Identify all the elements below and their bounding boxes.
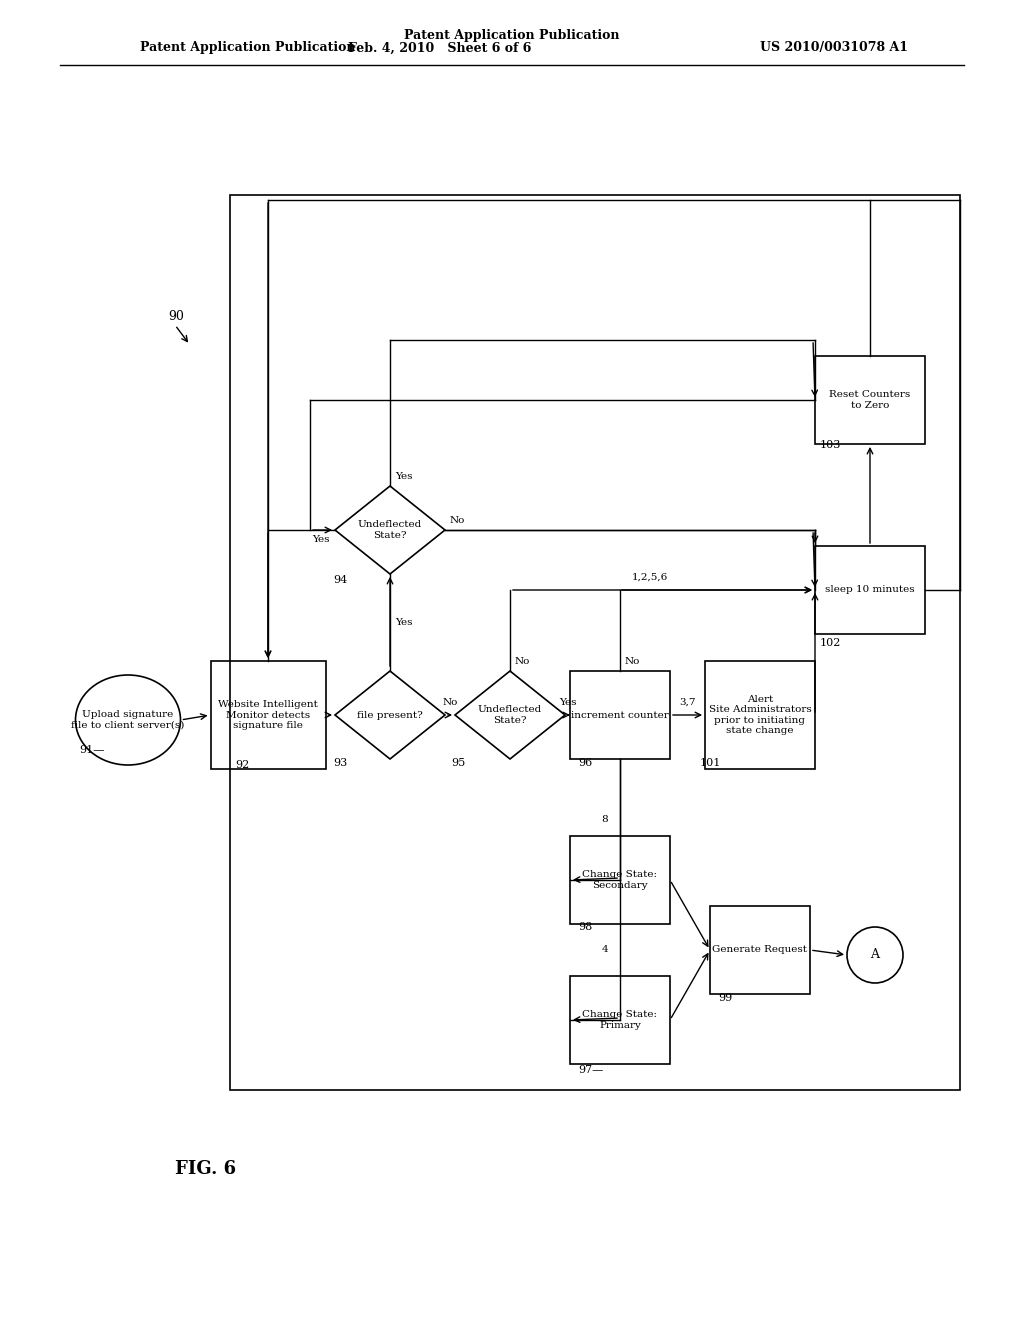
Text: 4: 4	[601, 945, 608, 954]
Text: 96: 96	[578, 758, 592, 768]
Text: 102: 102	[820, 638, 842, 648]
Text: No: No	[450, 516, 465, 525]
Text: No: No	[442, 698, 458, 708]
Bar	[230, 195, 961, 1090]
Text: 3,7: 3,7	[679, 698, 695, 708]
Text: 97—: 97—	[578, 1065, 603, 1074]
Text: Website Intelligent
Monitor detects
signature file: Website Intelligent Monitor detects sign…	[218, 700, 317, 730]
Text: Change State:
Secondary: Change State: Secondary	[583, 870, 657, 890]
Text: 98: 98	[578, 921, 592, 932]
Text: No: No	[515, 657, 530, 667]
Text: 91—: 91—	[80, 744, 105, 755]
Text: Patent Application Publication: Patent Application Publication	[140, 41, 355, 54]
Text: Yes: Yes	[312, 535, 330, 544]
Text: file present?: file present?	[357, 710, 423, 719]
Text: 99: 99	[718, 993, 732, 1003]
Text: FIG. 6: FIG. 6	[175, 1160, 237, 1177]
Bar	[211, 661, 326, 770]
Text: Yes: Yes	[395, 618, 413, 627]
Text: Undeflected
State?: Undeflected State?	[357, 520, 422, 540]
Text: sleep 10 minutes: sleep 10 minutes	[825, 586, 914, 594]
Text: 94: 94	[334, 576, 348, 585]
Text: 93: 93	[334, 758, 348, 768]
Bar	[570, 975, 670, 1064]
Text: 101: 101	[700, 758, 721, 768]
Text: No: No	[625, 657, 640, 667]
Text: increment counter: increment counter	[571, 710, 669, 719]
Polygon shape	[455, 671, 565, 759]
Text: 92: 92	[234, 760, 249, 770]
Text: Feb. 4, 2010   Sheet 6 of 6: Feb. 4, 2010 Sheet 6 of 6	[348, 41, 531, 54]
Polygon shape	[335, 671, 445, 759]
Bar	[570, 671, 670, 759]
Text: Yes: Yes	[395, 473, 413, 480]
Text: 8: 8	[601, 814, 608, 824]
Ellipse shape	[76, 675, 180, 766]
Text: 1,2,5,6: 1,2,5,6	[632, 573, 669, 582]
Bar	[815, 546, 925, 634]
Bar	[815, 356, 925, 444]
Text: Patent Application Publication: Patent Application Publication	[404, 29, 620, 41]
Text: US 2010/0031078 A1: US 2010/0031078 A1	[760, 41, 908, 54]
Circle shape	[847, 927, 903, 983]
Bar	[570, 836, 670, 924]
Text: 95: 95	[451, 758, 465, 768]
Text: Yes: Yes	[559, 698, 577, 708]
Polygon shape	[335, 486, 445, 574]
Text: Alert
Site Administrators
prior to initiating
state change: Alert Site Administrators prior to initi…	[709, 694, 811, 735]
Text: 103: 103	[820, 440, 842, 450]
Text: Undeflected
State?: Undeflected State?	[478, 705, 542, 725]
Text: Reset Counters
to Zero: Reset Counters to Zero	[829, 391, 910, 409]
Bar	[705, 661, 815, 770]
Bar	[710, 906, 810, 994]
Text: 90: 90	[168, 310, 184, 323]
Text: Change State:
Primary: Change State: Primary	[583, 1010, 657, 1030]
Text: Generate Request: Generate Request	[713, 945, 808, 954]
Text: Upload signature
file to client server(s): Upload signature file to client server(s…	[72, 710, 184, 730]
Text: A: A	[870, 949, 880, 961]
